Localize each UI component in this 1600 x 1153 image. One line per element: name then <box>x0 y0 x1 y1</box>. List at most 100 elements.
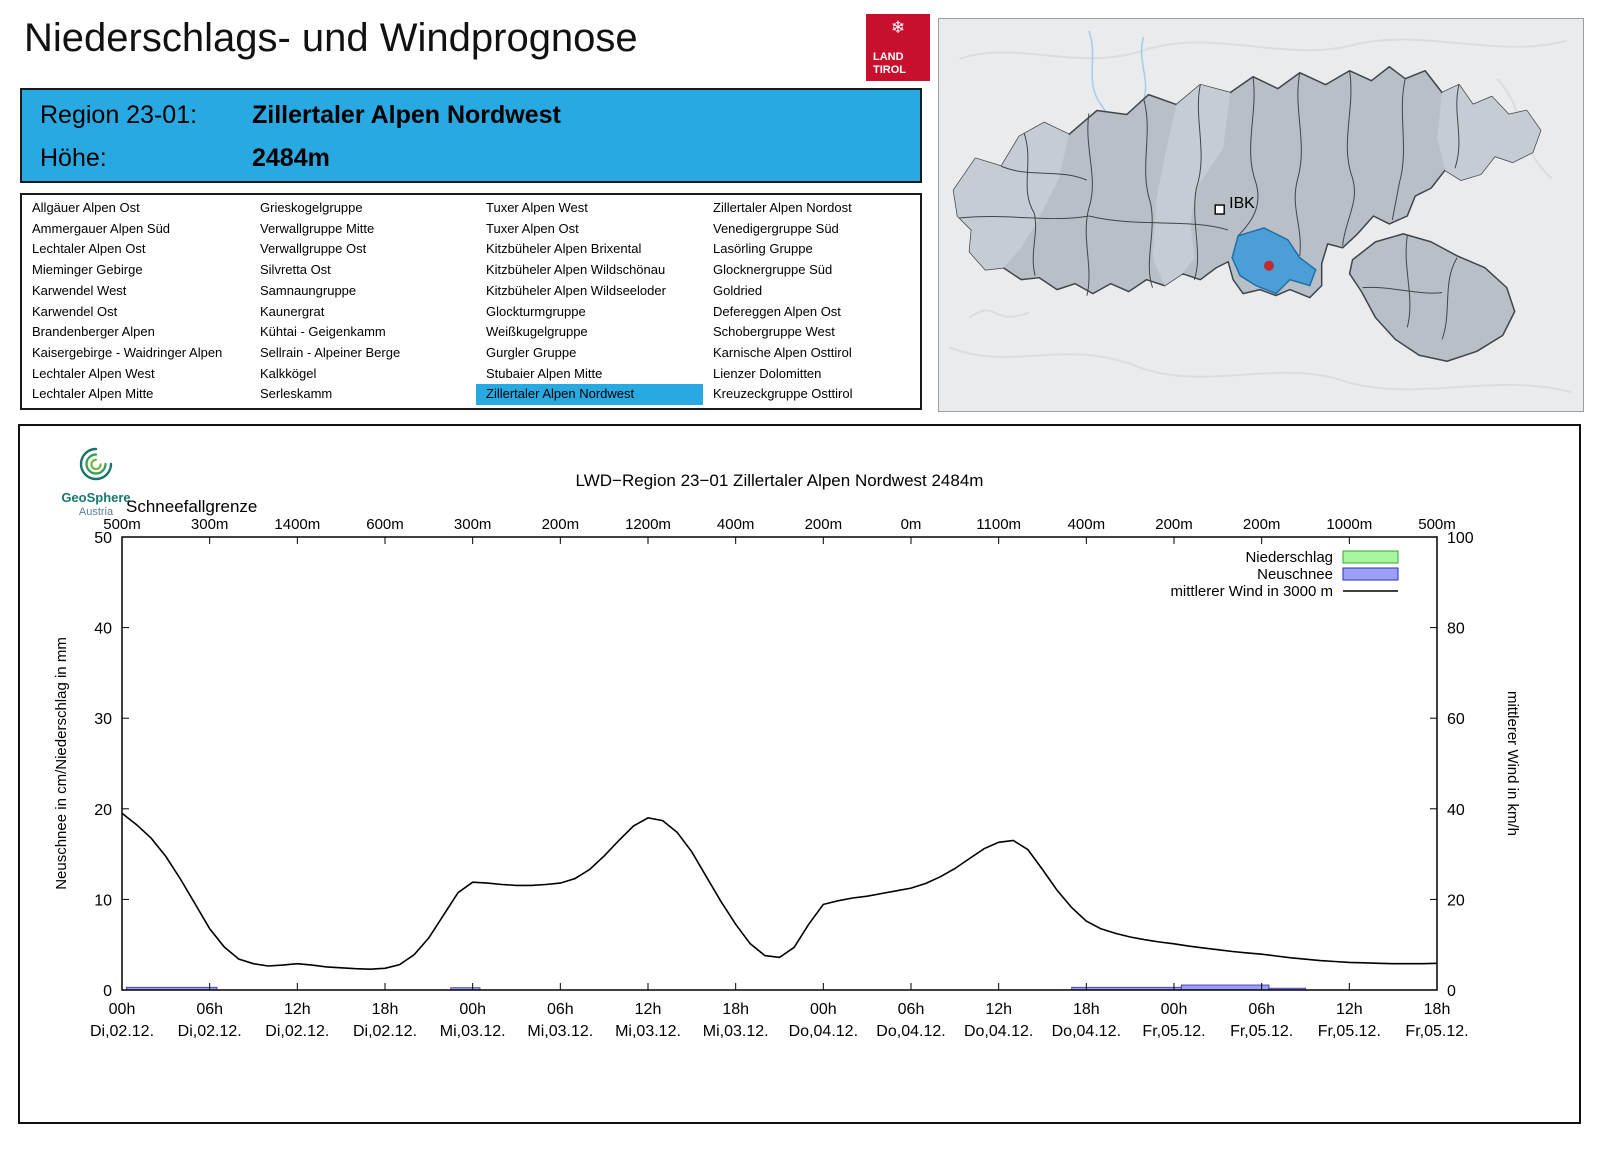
ibk-marker <box>1214 204 1225 215</box>
region-item[interactable]: Lechtaler Alpen Mitte <box>32 386 154 402</box>
region-item[interactable]: Glockturmgruppe <box>486 303 586 319</box>
legend-swatch <box>1342 567 1399 581</box>
region-item[interactable]: Kalkkögel <box>260 365 317 381</box>
snowline-value: 0m <box>901 516 922 533</box>
y-tick-left: 20 <box>94 802 112 819</box>
geosphere-swirl-icon <box>79 447 113 481</box>
region-item[interactable]: Lechtaler Alpen Ost <box>32 241 146 257</box>
region-item[interactable]: Lasörling Gruppe <box>713 241 813 257</box>
geosphere-sub: Austria <box>78 505 114 518</box>
snowline-value: 200m <box>542 516 580 533</box>
x-axis: 00h Di,02.12. 06h Di,02.12. 12h Di,02.12. 18h D… <box>90 537 1469 1040</box>
snowline-value: 500m <box>1418 516 1456 533</box>
region-item[interactable]: Kitzbüheler Alpen Wildseeloder <box>486 282 666 298</box>
region-item[interactable]: Karnische Alpen Osttirol <box>713 344 852 360</box>
x-tick-time: 12h <box>985 1001 1012 1018</box>
y-tick-left: 50 <box>94 530 112 547</box>
region-item[interactable]: Karwendel West <box>32 282 127 298</box>
region-item[interactable]: Lechtaler Alpen West <box>32 365 155 381</box>
geosphere-logo: GeoSphere Austria <box>46 444 146 518</box>
x-tick-time: 06h <box>547 1001 574 1018</box>
region-info-box: Region 23-01: Zillertaler Alpen Nordwest… <box>20 88 922 183</box>
snowline-value: 200m <box>805 516 843 533</box>
map-region-selected[interactable] <box>1231 227 1317 295</box>
forecast-chart-svg: LWD−Region 23−01 Zillertaler Alpen Nordw… <box>53 471 1521 1040</box>
region-item[interactable]: Grieskogelgruppe <box>260 200 363 215</box>
y-tick-right: 0 <box>1447 983 1456 1000</box>
region-item[interactable]: Ammergauer Alpen Süd <box>32 220 171 236</box>
x-tick-time: 00h <box>1161 1001 1188 1018</box>
region-list: Allgäuer Alpen Ost Ammergauer Alpen Süd Le… <box>20 193 922 410</box>
y-axis-title-right: mittlerer Wind in km/h <box>1504 691 1521 836</box>
region-item-selected[interactable]: Zillertaler Alpen Nordwest <box>476 384 703 405</box>
region-item[interactable]: Mieminger Gebirge <box>32 262 143 278</box>
tirol-map-svg: IBK <box>949 30 1572 394</box>
region-item[interactable]: Defereggen Alpen Ost <box>713 303 841 319</box>
y-tick-right: 20 <box>1447 892 1465 909</box>
region-item[interactable]: Schobergruppe West <box>713 324 835 340</box>
region-item[interactable]: Kitzbüheler Alpen Brixental <box>486 241 642 257</box>
snowline-label: Schneefallgrenze <box>126 497 257 516</box>
region-item[interactable]: Silvretta Ost <box>260 262 331 278</box>
x-tick-time: 18h <box>722 1001 749 1018</box>
region-item[interactable]: Sellrain - Alpeiner Berge <box>260 344 401 360</box>
snowflake-icon: ❄ <box>890 18 906 37</box>
x-tick-date: Di,02.12. <box>178 1023 242 1040</box>
logo-line-1: LAND <box>873 51 904 64</box>
region-item[interactable]: Serleskamm <box>260 386 333 402</box>
region-item[interactable]: Zillertaler Alpen Nordost <box>713 200 852 215</box>
region-item[interactable]: Lienzer Dolomitten <box>713 365 822 381</box>
x-tick-date: Di,02.12. <box>90 1023 154 1040</box>
region-item[interactable]: Kitzbüheler Alpen Wildschönau <box>486 262 666 278</box>
snowline-value: 1400m <box>274 516 320 533</box>
x-tick-date: Di,02.12. <box>265 1023 329 1040</box>
snowline-value: 500m <box>103 516 141 533</box>
region-item[interactable]: Brandenberger Alpen <box>32 324 155 340</box>
region-item[interactable]: Samnaungruppe <box>260 282 357 298</box>
x-tick-date: Do,04.12. <box>789 1023 858 1040</box>
x-tick-date: Mi,03.12. <box>703 1023 769 1040</box>
region-item[interactable]: Kühtai - Geigenkamm <box>260 324 386 340</box>
geosphere-name: GeoSphere <box>61 490 131 505</box>
y-tick-right: 80 <box>1447 621 1465 638</box>
x-tick-date: Do,04.12. <box>964 1023 1033 1040</box>
y-axis-title-left: Neuschnee in cm/Niederschlag in mm <box>53 637 70 890</box>
region-item[interactable]: Tuxer Alpen West <box>486 200 588 215</box>
y-tick-left: 30 <box>94 711 112 728</box>
tirol-map[interactable]: IBK <box>938 18 1584 412</box>
land-tirol-logo-text: LAND TIROL <box>866 51 930 81</box>
legend-swatch <box>1342 550 1399 564</box>
region-item[interactable]: Weißkugelgruppe <box>486 324 588 340</box>
plot-border <box>121 536 1438 991</box>
wind-line <box>121 812 1438 971</box>
x-tick-time: 00h <box>810 1001 837 1018</box>
region-item[interactable]: Kaunergrat <box>260 303 325 319</box>
region-item[interactable]: Verwallgruppe Mitte <box>260 220 375 236</box>
map-north-tyrol <box>952 66 1542 299</box>
legend-label: Neuschnee <box>1257 566 1333 583</box>
map-east-tyrol <box>1348 233 1516 362</box>
legend-label: mittlerer Wind in 3000 m <box>1170 583 1333 600</box>
map-subregion-shading <box>953 84 1541 286</box>
x-tick-date: Do,04.12. <box>876 1023 945 1040</box>
region-item[interactable]: Kaisergebirge - Waidringer Alpen <box>32 344 223 360</box>
x-tick-time: 12h <box>284 1001 311 1018</box>
region-item[interactable]: Verwallgruppe Ost <box>260 241 367 257</box>
y-tick-left: 0 <box>103 983 112 1000</box>
region-item[interactable]: Allgäuer Alpen Ost <box>32 200 140 215</box>
region-item[interactable]: Goldried <box>713 282 763 298</box>
x-tick-time: 18h <box>1424 1001 1451 1018</box>
y-tick-right: 100 <box>1447 530 1474 547</box>
x-tick-time: 12h <box>635 1001 662 1018</box>
region-item[interactable]: Kreuzeckgruppe Osttirol <box>713 386 853 402</box>
region-item[interactable]: Venedigergruppe Süd <box>713 220 839 236</box>
region-item[interactable]: Stubaier Alpen Mitte <box>486 365 603 381</box>
region-item[interactable]: Karwendel Ost <box>32 303 118 319</box>
region-item[interactable]: Gurgler Gruppe <box>486 344 577 360</box>
region-item[interactable]: Tuxer Alpen Ost <box>486 220 579 236</box>
x-tick-date: Fr,05.12. <box>1142 1023 1205 1040</box>
region-item[interactable]: Glocknergruppe Süd <box>713 262 833 278</box>
